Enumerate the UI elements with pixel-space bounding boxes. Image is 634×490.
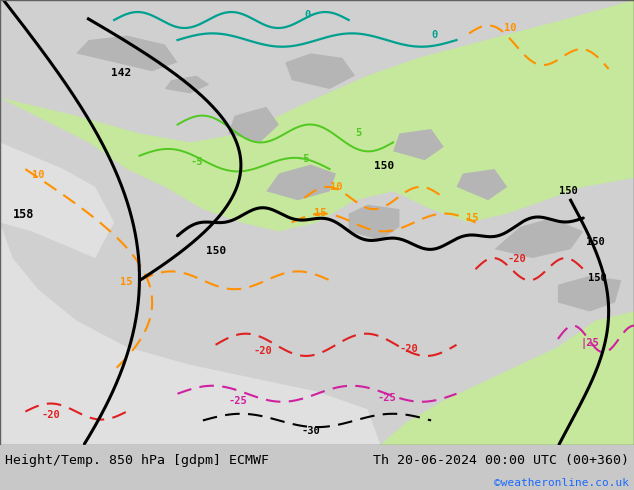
- Text: -20: -20: [254, 346, 273, 356]
- Text: 150: 150: [374, 161, 394, 171]
- Text: 0: 0: [304, 10, 311, 20]
- Text: Height/Temp. 850 hPa [gdpm] ECMWF: Height/Temp. 850 hPa [gdpm] ECMWF: [5, 454, 269, 467]
- Polygon shape: [495, 218, 583, 258]
- Text: 158: 158: [13, 208, 34, 221]
- Polygon shape: [558, 276, 621, 312]
- Text: 0: 0: [431, 30, 437, 40]
- Text: -5: -5: [190, 157, 203, 167]
- Text: 150: 150: [559, 186, 578, 196]
- Polygon shape: [285, 53, 355, 89]
- Polygon shape: [0, 143, 114, 258]
- Text: 142: 142: [111, 68, 131, 77]
- Polygon shape: [456, 169, 507, 200]
- Text: 10: 10: [330, 182, 342, 193]
- Polygon shape: [0, 222, 380, 445]
- Text: 15: 15: [314, 208, 327, 218]
- Text: -30: -30: [301, 426, 320, 436]
- Text: 15: 15: [466, 213, 479, 223]
- Text: 10: 10: [504, 23, 517, 33]
- Polygon shape: [349, 205, 399, 240]
- Text: ©weatheronline.co.uk: ©weatheronline.co.uk: [494, 478, 629, 488]
- Text: -5: -5: [298, 154, 311, 165]
- Text: 150: 150: [588, 273, 607, 283]
- Polygon shape: [76, 36, 178, 71]
- Text: 150: 150: [586, 237, 605, 246]
- Text: Th 20-06-2024 00:00 UTC (00+360): Th 20-06-2024 00:00 UTC (00+360): [373, 454, 629, 467]
- Text: 10: 10: [32, 170, 44, 180]
- Polygon shape: [266, 165, 336, 200]
- Text: -25: -25: [228, 396, 247, 406]
- Text: -25: -25: [377, 393, 396, 403]
- Polygon shape: [228, 107, 279, 143]
- Text: -20: -20: [399, 344, 418, 354]
- Polygon shape: [165, 75, 209, 94]
- Text: 150: 150: [206, 245, 226, 256]
- Polygon shape: [393, 129, 444, 160]
- Text: -20: -20: [507, 254, 526, 264]
- Text: 15: 15: [120, 277, 133, 287]
- Text: 5: 5: [355, 128, 361, 138]
- Polygon shape: [380, 312, 634, 445]
- Text: |25: |25: [580, 338, 599, 349]
- Text: -20: -20: [41, 410, 60, 420]
- Polygon shape: [0, 0, 634, 231]
